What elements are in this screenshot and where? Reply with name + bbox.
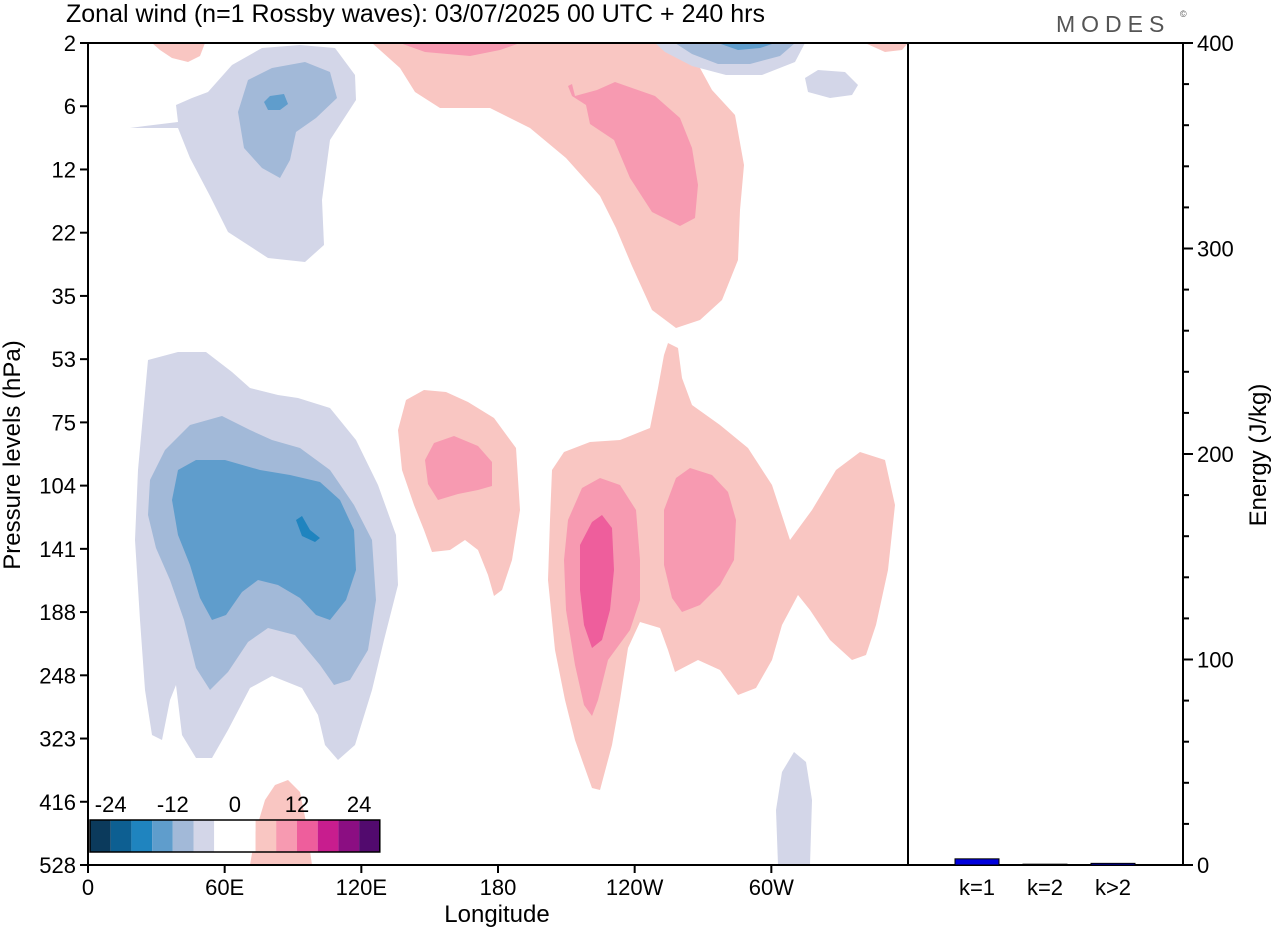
colorbar-swatch — [131, 820, 153, 852]
colorbar-swatch — [234, 820, 256, 852]
contour-region-strat-neg-small — [805, 70, 858, 98]
y-tick-label: 35 — [52, 284, 76, 309]
x-tick-label: 60E — [205, 875, 244, 900]
colorbar-swatch — [90, 820, 111, 852]
modes-logo-mark: © — [1180, 9, 1187, 19]
contour-region-trop-pos-west-mid — [425, 436, 492, 500]
y-tick-label: 6 — [64, 94, 76, 119]
contour-plot — [130, 43, 908, 865]
x-tick-label: 180 — [480, 875, 517, 900]
x-tick-label: 60W — [749, 875, 794, 900]
contour-region-trop-pos-mid-right — [664, 468, 736, 612]
y-axis: 2 6 12 22 35 53 75 104 141 188 248 323 416 528 — [39, 31, 88, 878]
colorbar: -24 -12 0 12 24 — [89, 792, 381, 853]
contour-region-strat-pos-top — [400, 43, 520, 56]
y-tick-label: 323 — [39, 727, 76, 752]
contour-region-strat-pos-right — [865, 43, 908, 52]
contour-region-strat-neg-top-core — [718, 43, 775, 50]
contour-region-strat-neg-peak — [264, 94, 288, 110]
energy-tick-label: 300 — [1197, 237, 1234, 262]
y-tick-label: 22 — [52, 221, 76, 246]
contour-region-trop-pos-core — [580, 515, 614, 648]
x-axis: 0 60E 120E 180 120W 60W — [82, 865, 794, 900]
y-tick-label: 12 — [52, 157, 76, 182]
modes-logo: MODES — [1056, 11, 1170, 37]
x-tick-label: 120E — [336, 875, 387, 900]
colorbar-swatch — [317, 820, 339, 852]
contour-region-strat-neg-mid — [238, 62, 337, 178]
colorbar-swatch — [172, 820, 194, 852]
energy-bar — [954, 858, 1000, 866]
x-tick-label: 0 — [82, 875, 94, 900]
colorbar-label: -24 — [95, 792, 127, 817]
y-axis-title: Pressure levels (hPa) — [0, 340, 26, 569]
y-tick-label: 75 — [52, 410, 76, 435]
colorbar-swatch — [276, 820, 297, 852]
energy-bar-label: k=2 — [1027, 875, 1063, 900]
contour-region-strat-pos-left — [152, 43, 205, 62]
colorbar-frame — [89, 819, 381, 853]
energy-bars: k=1 k=2 k>2 — [954, 858, 1136, 900]
colorbar-swatch — [214, 820, 235, 852]
y-tick-label: 188 — [39, 600, 76, 625]
contour-region-strat-pos-mid — [568, 82, 698, 226]
colorbar-swatch — [152, 820, 173, 852]
colorbar-label: -12 — [157, 792, 189, 817]
energy-tick-label: 100 — [1197, 648, 1234, 673]
y-tick-label: 416 — [39, 790, 76, 815]
energy-bar — [1022, 863, 1068, 866]
y-tick-label: 104 — [39, 474, 76, 499]
colorbar-label: 0 — [229, 792, 241, 817]
energy-axis-title: Energy (J/kg) — [1245, 384, 1272, 527]
energy-bar — [1090, 862, 1136, 866]
colorbar-label: 12 — [285, 792, 309, 817]
energy-axis: 0 100 200 300 400 — [1183, 31, 1234, 878]
energy-tick-label: 200 — [1197, 442, 1234, 467]
contour-region-trop-neg-peak — [296, 516, 320, 542]
contour-region-strat-neg-top-mid — [675, 43, 795, 64]
colorbar-swatch — [255, 820, 277, 852]
chart-title: Zonal wind (n=1 Rossby waves): 03/07/202… — [66, 0, 765, 28]
colorbar-label: 24 — [347, 792, 371, 817]
energy-tick-label: 0 — [1197, 853, 1209, 878]
colorbar-swatch — [297, 820, 318, 852]
contour-region-trop-neg-core — [172, 460, 356, 620]
colorbar-swatch — [359, 820, 380, 852]
energy-bar-label: k>2 — [1095, 875, 1131, 900]
colorbar-swatch — [338, 820, 360, 852]
colorbar-swatch — [110, 820, 132, 852]
y-tick-label: 248 — [39, 663, 76, 688]
y-tick-label: 2 — [64, 31, 76, 56]
y-tick-label: 53 — [52, 347, 76, 372]
colorbar-swatch — [193, 820, 215, 852]
contour-region-surface-neg — [776, 752, 812, 865]
x-axis-title: Longitude — [444, 901, 549, 928]
y-tick-label: 141 — [39, 537, 76, 562]
y-tick-label: 528 — [39, 853, 76, 878]
x-tick-label: 120W — [606, 875, 664, 900]
energy-tick-label: 400 — [1197, 31, 1234, 56]
energy-bar-label: k=1 — [959, 875, 995, 900]
